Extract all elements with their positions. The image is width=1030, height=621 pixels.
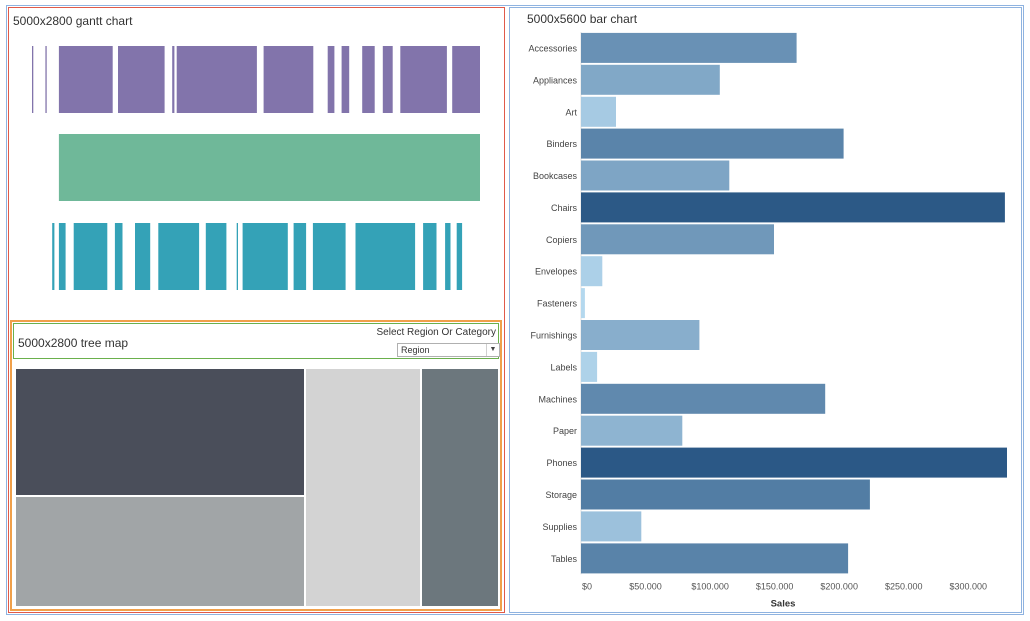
dashboard-frame: [6, 5, 1024, 615]
gantt-bar-row-3-12[interactable]: [423, 223, 437, 290]
gantt-bar-row-1-11[interactable]: [400, 46, 447, 113]
category-label-paper: Paper: [553, 426, 577, 436]
gantt-bar-row-3-6[interactable]: [205, 223, 227, 290]
gantt-bar-row-2-0[interactable]: [58, 134, 481, 201]
x-tick-label: $300.000: [949, 581, 987, 591]
category-label-bookcases: Bookcases: [533, 171, 578, 181]
gantt-bar-row-1-7[interactable]: [327, 46, 335, 113]
gantt-bar-row-3-0[interactable]: [52, 223, 55, 290]
gantt-bar-row-3-10[interactable]: [312, 223, 346, 290]
bar-copiers[interactable]: [581, 224, 774, 255]
gantt-bar-row-1-0[interactable]: [32, 46, 34, 113]
bar-paper[interactable]: [581, 415, 683, 446]
category-label-copiers: Copiers: [546, 235, 578, 245]
bar-appliances[interactable]: [581, 64, 720, 95]
bar-phones[interactable]: [581, 447, 1007, 478]
bar-supplies[interactable]: [581, 511, 642, 542]
category-label-furnishings: Furnishings: [530, 331, 577, 341]
bar-envelopes[interactable]: [581, 256, 603, 287]
right-panel-frame: [509, 7, 1022, 613]
gantt-bar-row-1-4[interactable]: [172, 46, 175, 113]
bar-furnishings[interactable]: [581, 320, 700, 350]
x-axis-title: Sales: [771, 598, 796, 609]
region-category-dropdown[interactable]: Region ▼: [397, 343, 500, 357]
bar-tables[interactable]: [581, 543, 849, 574]
category-label-chairs: Chairs: [551, 203, 578, 213]
gantt-chart-title: 5000x2800 gantt chart: [13, 14, 133, 28]
gantt-bar-row-3-2[interactable]: [73, 223, 108, 290]
tree-map-tile-2[interactable]: [15, 495, 305, 607]
gantt-chart-svg: [32, 46, 481, 290]
gantt-bar-row-3-13[interactable]: [445, 223, 451, 290]
gantt-bar-row-3-7[interactable]: [236, 223, 238, 290]
tree-map-panel: 5000x2800 tree map Select Region Or Cate…: [10, 320, 502, 611]
category-label-accessories: Accessories: [528, 43, 577, 53]
gantt-bar-row-3-4[interactable]: [135, 223, 151, 290]
gantt-bar-row-1-6[interactable]: [263, 46, 314, 113]
category-label-machines: Machines: [538, 394, 577, 404]
category-label-binders: Binders: [546, 139, 577, 149]
bar-machines[interactable]: [581, 383, 826, 414]
x-tick-label: $200.000: [820, 581, 858, 591]
x-tick-label: $0: [582, 581, 592, 591]
gantt-bar-row-1-1[interactable]: [45, 46, 47, 113]
gantt-chart[interactable]: [10, 30, 502, 315]
category-label-tables: Tables: [551, 554, 578, 564]
gantt-bar-row-1-10[interactable]: [382, 46, 393, 113]
category-label-phones: Phones: [546, 458, 577, 468]
gantt-bar-row-1-9[interactable]: [362, 46, 375, 113]
category-label-supplies: Supplies: [542, 522, 577, 532]
bar-chairs[interactable]: [581, 192, 1005, 223]
category-label-appliances: Appliances: [533, 75, 578, 85]
gantt-bar-row-3-1[interactable]: [58, 223, 66, 290]
tree-map-tile-1[interactable]: [15, 368, 305, 496]
category-label-storage: Storage: [545, 490, 577, 500]
gantt-bar-row-3-3[interactable]: [114, 223, 123, 290]
gantt-bar-row-1-5[interactable]: [176, 46, 257, 113]
category-label-art: Art: [565, 107, 577, 117]
gantt-bar-row-1-8[interactable]: [341, 46, 350, 113]
x-tick-label: $50.000: [629, 581, 662, 591]
gantt-bar-row-3-9[interactable]: [293, 223, 307, 290]
gantt-bar-row-3-5[interactable]: [158, 223, 200, 290]
chevron-down-icon[interactable]: ▼: [486, 344, 499, 356]
bar-fasteners[interactable]: [581, 288, 585, 319]
bar-accessories[interactable]: [581, 32, 797, 63]
selector-label: Select Region Or Category: [376, 327, 496, 338]
gantt-bar-row-3-8[interactable]: [242, 223, 288, 290]
bar-storage[interactable]: [581, 479, 870, 510]
x-tick-label: $250.000: [885, 581, 923, 591]
tree-map-tile-4[interactable]: [420, 368, 499, 607]
bar-binders[interactable]: [581, 128, 844, 159]
gantt-bar-row-1-3[interactable]: [118, 46, 165, 113]
bar-chart: Accessories Appliances Art Binders Bookcases…: [528, 32, 1007, 609]
gantt-bar-row-1-2[interactable]: [58, 46, 113, 113]
category-label-envelopes: Envelopes: [535, 267, 578, 277]
gantt-bar-row-3-14[interactable]: [456, 223, 463, 290]
left-panel-frame: [8, 7, 505, 613]
bar-art[interactable]: [581, 96, 616, 127]
x-tick-label: $150.000: [756, 581, 794, 591]
tree-map-tile-3[interactable]: [304, 368, 421, 607]
category-label-labels: Labels: [550, 362, 577, 372]
tree-map: [15, 368, 499, 607]
gantt-bar-row-1-12[interactable]: [452, 46, 480, 113]
x-tick-label: $100.000: [691, 581, 729, 591]
tree-map-header: 5000x2800 tree map Select Region Or Cate…: [13, 323, 500, 359]
category-label-fasteners: Fasteners: [537, 299, 578, 309]
bar-bookcases[interactable]: [581, 160, 730, 191]
dropdown-value: Region: [401, 345, 430, 355]
bar-labels[interactable]: [581, 351, 598, 382]
bar-chart-title: 5000x5600 bar chart: [527, 12, 638, 26]
gantt-bar-row-3-11[interactable]: [355, 223, 416, 290]
tree-map-title: 5000x2800 tree map: [18, 336, 129, 350]
